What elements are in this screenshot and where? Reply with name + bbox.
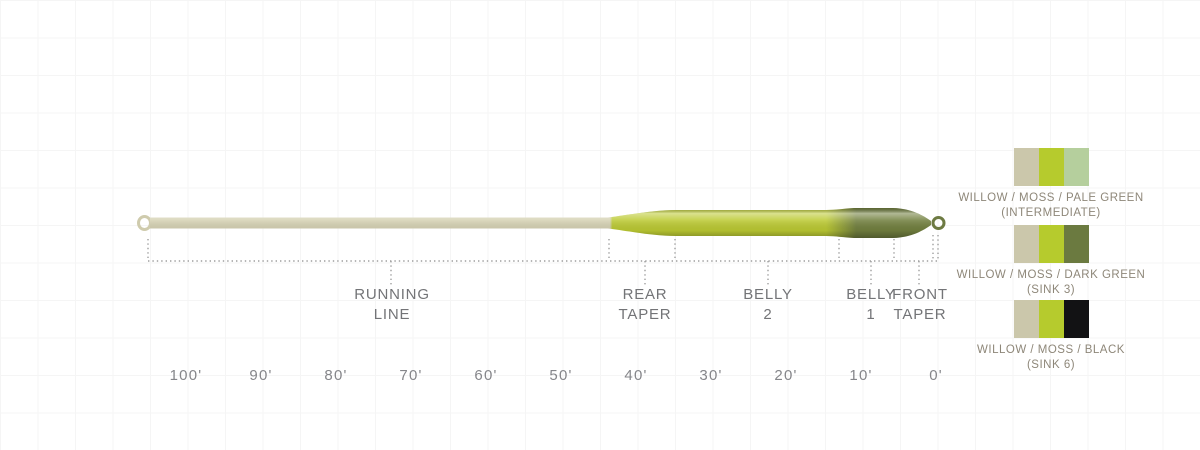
swatch-color-moss (1039, 148, 1064, 186)
colorway-name: WILLOW / MOSS / DARK GREEN (956, 269, 1146, 281)
colorway-name: WILLOW / MOSS / PALE GREEN (958, 192, 1144, 204)
colorway-sink-rate: (SINK 3) (1026, 284, 1076, 296)
section-label-running-line: RUNNING LINE (322, 285, 462, 325)
welded-loop-left-icon (137, 215, 152, 231)
swatch-color-willow (1014, 148, 1039, 186)
scale-tick-100ft: 100' (169, 367, 203, 384)
measurement-bracket (147, 235, 939, 285)
section-label-line2: TAPER (893, 306, 947, 323)
scale-tick-30ft: 30' (699, 367, 723, 384)
section-label-line1: BELLY (846, 286, 896, 303)
colorway-name: WILLOW / MOSS / BLACK (977, 344, 1125, 356)
colorway-swatch-dark-green (1014, 225, 1089, 263)
scale-tick-60ft: 60' (474, 367, 498, 384)
swatch-color-black (1064, 300, 1089, 338)
scale-tick-10ft: 10' (849, 367, 873, 384)
swatch-color-willow (1014, 300, 1039, 338)
section-label-line1: BELLY (743, 286, 793, 303)
scale-tick-70ft: 70' (399, 367, 423, 384)
colorway-label-black: WILLOW / MOSS / BLACK (SINK 6) (951, 343, 1151, 373)
section-label-line2: 1 (866, 306, 876, 323)
colorway-sink-rate: (INTERMEDIATE) (1001, 207, 1101, 219)
section-label-line1: REAR (622, 286, 668, 303)
section-label-line2: TAPER (618, 306, 672, 323)
scale-tick-90ft: 90' (249, 367, 273, 384)
swatch-color-willow (1014, 225, 1039, 263)
section-label-rear-taper: REAR TAPER (575, 285, 715, 325)
section-label-line2: LINE (373, 306, 411, 323)
colorway-swatch-black (1014, 300, 1089, 338)
swatch-color-moss (1039, 225, 1064, 263)
colorway-swatch-pale-green (1014, 148, 1089, 186)
scale-tick-0ft: 0' (929, 367, 943, 384)
section-label-line1: FRONT (892, 286, 948, 303)
scale-tick-50ft: 50' (549, 367, 573, 384)
scale-tick-40ft: 40' (624, 367, 648, 384)
scale-tick-20ft: 20' (774, 367, 798, 384)
section-label-front-taper: FRONT TAPER (850, 285, 990, 325)
section-label-belly-1: BELLY 1 (801, 285, 941, 325)
scale-tick-80ft: 80' (324, 367, 348, 384)
section-label-line2: 2 (763, 306, 773, 323)
colorway-label-dark-green: WILLOW / MOSS / DARK GREEN (SINK 3) (951, 268, 1151, 298)
line-profile-shading (150, 208, 931, 238)
colorway-sink-rate: (SINK 6) (1026, 359, 1076, 371)
colorway-label-pale-green: WILLOW / MOSS / PALE GREEN (INTERMEDIATE… (951, 191, 1151, 221)
swatch-color-pale-green (1064, 148, 1089, 186)
section-label-belly-2: BELLY 2 (698, 285, 838, 325)
section-label-line1: RUNNING (354, 286, 430, 303)
welded-loop-right-icon (931, 216, 946, 230)
swatch-color-moss (1039, 300, 1064, 338)
swatch-color-dark-green (1064, 225, 1089, 263)
